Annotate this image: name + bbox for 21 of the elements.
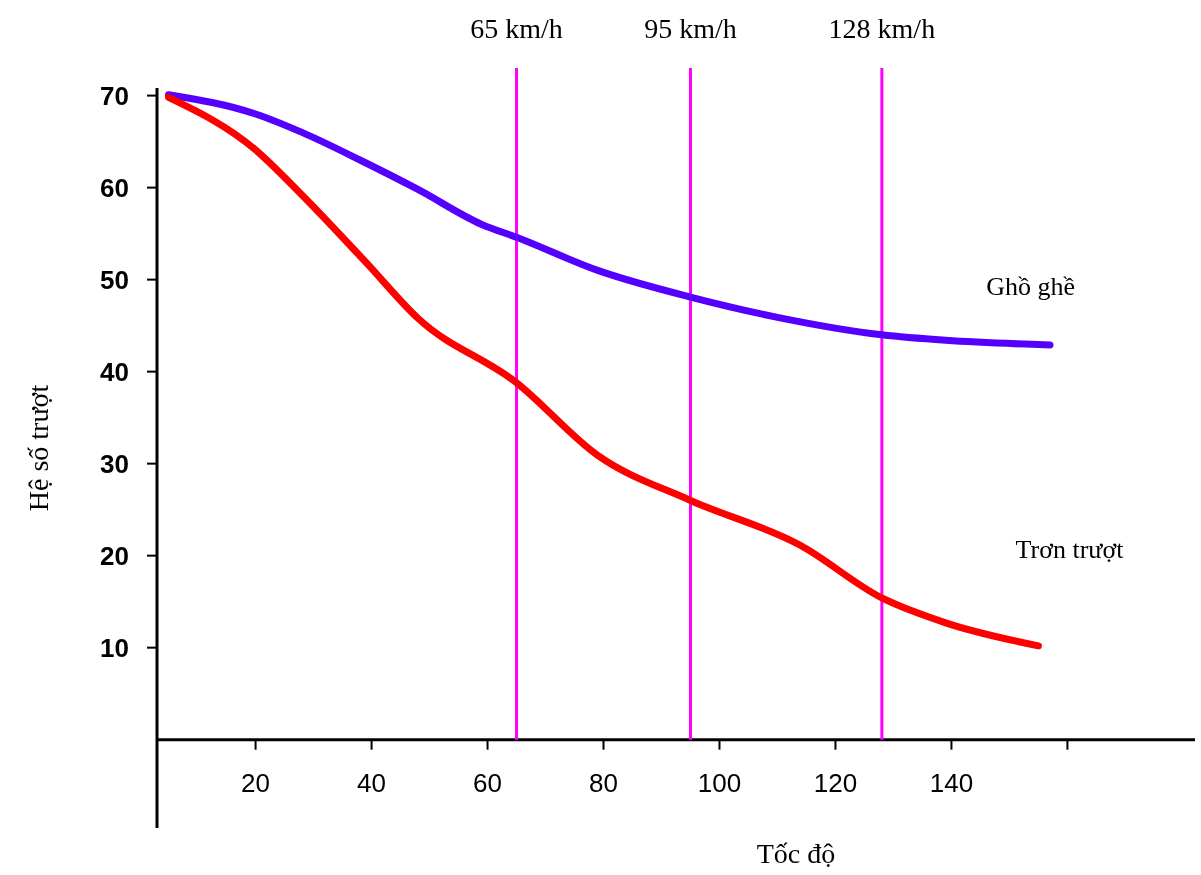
x-tick-label: 60 xyxy=(473,767,502,798)
x-tick-label: 100 xyxy=(697,767,742,798)
x-tick-label: 120 xyxy=(813,767,858,798)
series-label: Ghồ ghề xyxy=(986,271,1076,301)
ref-line-label: 128 km/h xyxy=(828,13,936,44)
y-tick-label: 30 xyxy=(100,448,129,479)
text: Trơn trượt xyxy=(1015,534,1125,564)
x-tick-label: 20 xyxy=(241,767,271,798)
y-axis-title: Hệ số trượt xyxy=(23,384,54,512)
y-tick-label: 50 xyxy=(100,264,129,295)
y-tick-label: 10 xyxy=(100,632,129,663)
x-tick-label: 140 xyxy=(929,767,974,798)
y-tick-label: 40 xyxy=(100,356,129,387)
x-tick-label: 40 xyxy=(357,767,387,798)
y-tick-label: 60 xyxy=(100,172,129,203)
y-tick-label: 20 xyxy=(100,540,129,571)
x-axis-title: Tốc độ xyxy=(756,838,836,869)
ref-line-label: 95 km/h xyxy=(644,13,737,44)
ref-line-label: 65 km/h xyxy=(470,13,563,44)
x-tick-label: 80 xyxy=(589,767,618,798)
y-tick-label: 70 xyxy=(100,80,129,111)
